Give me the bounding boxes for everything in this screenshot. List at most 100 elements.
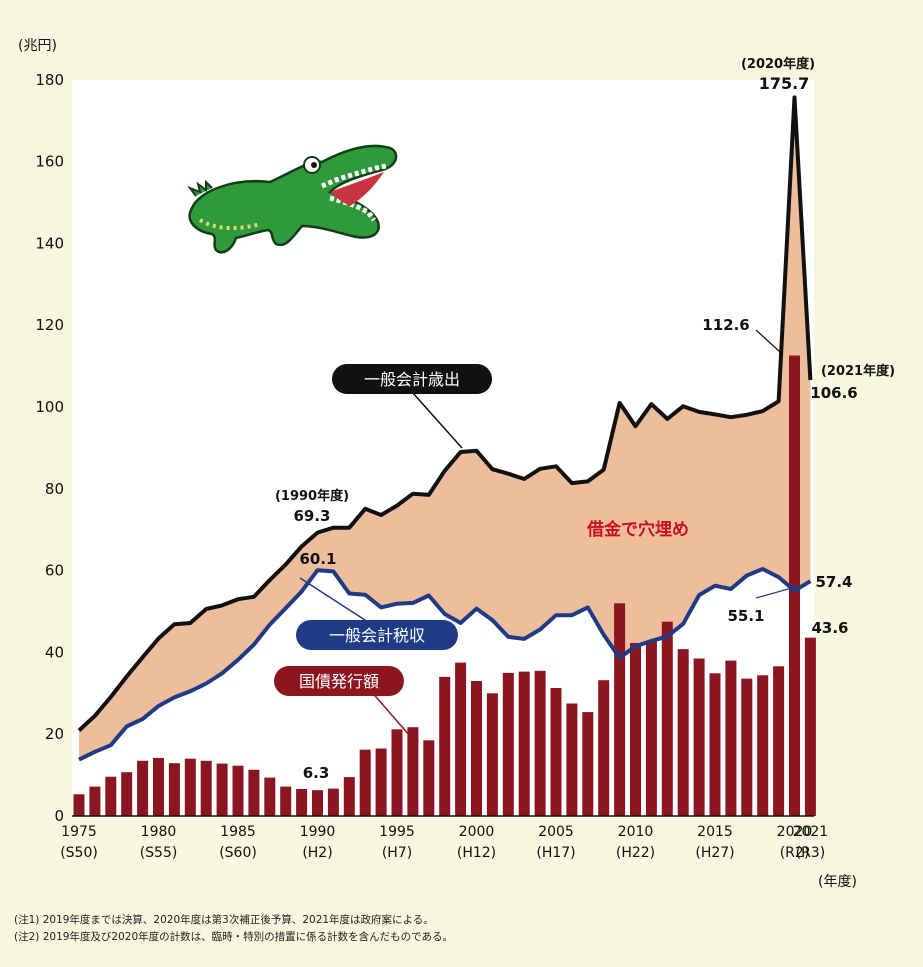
bond-bar [73,794,85,816]
bond-bar [343,777,355,816]
spending-label: 一般会計歳出 [332,364,492,449]
x-tick-label: (R2) [780,845,810,861]
x-tick-label: 1980 [141,824,177,840]
svg-text:国債発行額: 国債発行額 [299,672,379,691]
annotation-2020-bond-leader [755,329,781,353]
y-tick-label: 100 [35,398,64,416]
annotation-1990-bond: 6.3 [303,764,330,782]
bond-bar [677,649,689,816]
x-tick-label: (R3) [796,845,826,861]
x-tick-label: (S50) [60,845,98,861]
bond-bar [518,671,530,816]
y-tick-label: 80 [45,480,64,498]
x-unit-label: (年度) [818,874,857,890]
annotation-2020-tax: 55.1 [727,607,764,625]
annotation-tax-leader [755,583,807,599]
x-tick-label: 1985 [220,824,256,840]
svg-text:一般会計歳出: 一般会計歳出 [364,370,460,389]
x-tick-label: (H27) [695,845,734,861]
bond-bar [455,662,467,816]
bond-bar [200,760,212,816]
annotation-2020-spending: 175.7 [759,74,810,93]
bond-bar [661,621,673,816]
bond-bar [280,786,292,816]
bond-bar [645,640,657,816]
spending-line [77,95,813,732]
gap-label: 借金で穴埋め [586,519,689,540]
bond-bar [137,760,149,816]
bond-bar [216,763,228,816]
bond-bar [89,786,101,816]
annotation-2021-spending: 106.6 [810,384,857,402]
bond-bar [439,676,451,816]
bond-bar [566,703,578,816]
x-tick-label: 1975 [61,824,97,840]
bond-bar [359,749,371,816]
y-tick-label: 160 [35,153,64,171]
footnotes: (注1) 2019年度までは決算、2020年度は第3次補正後予算、2021年度は… [14,912,914,946]
bond-bar [105,776,117,816]
crocodile-illustration [187,144,398,254]
y-tick-label: 120 [35,316,64,334]
y-tick-label: 60 [45,562,64,580]
x-axis: 1975 (S50) 1980 (S55) 1985 (S60) 1990 (H2) 1995 (… [60,824,828,861]
bond-bar [773,666,785,816]
bond-bar [741,678,753,816]
bond-bar [582,712,594,816]
bond-bar [312,790,323,816]
annotation-2021-tax: 57.4 [815,573,852,591]
x-tick-label: 2015 [697,824,733,840]
y-tick-label: 140 [35,234,64,252]
bond-bar [534,670,546,816]
y-tick-label: 20 [45,725,64,743]
bond-bar [725,660,737,816]
bond-bar [264,777,276,816]
x-tick-label: (H7) [382,845,412,861]
annotation-1990-tax: 60.1 [299,550,336,568]
bond-bar [375,748,387,816]
bonds-label: 国債発行額 [274,666,411,737]
bond-bar [757,675,769,816]
x-tick-label: (H22) [616,845,655,861]
tax-revenue-line [78,567,812,762]
bond-bar [423,740,435,816]
footnote-1: (注1) 2019年度までは決算、2020年度は第3次補正後予算、2021年度は… [14,914,434,926]
y-axis: 0 20 40 60 80 100 120 140 160 180 [35,71,64,825]
bond-bar [153,757,164,816]
x-tick-label: 2021 [793,824,829,840]
x-tick-label: 2010 [618,824,654,840]
x-tick-label: (S60) [219,845,257,861]
x-tick-label: 1995 [379,824,415,840]
bond-bar [804,637,816,816]
footnote-2: (注2) 2019年度及び2020年度の計数は、臨時・特別の措置に係る計数を含ん… [14,931,454,943]
bond-bar [121,772,133,816]
bond-bar [598,680,610,816]
bond-bar [248,769,260,816]
annotation-2020-year: (2020年度) [741,56,815,72]
bond-bar [296,789,308,816]
annotation-1990-spending: 69.3 [293,507,330,525]
bond-bar [709,673,721,816]
bond-bar [693,658,705,816]
bond-bar [184,758,196,816]
bond-bar [391,729,403,816]
x-tick-label: 2005 [538,824,574,840]
x-tick-label: (H12) [457,845,496,861]
y-tick-label: 40 [45,643,64,661]
svg-text:一般会計税収: 一般会計税収 [329,626,425,645]
x-tick-label: 2020 [777,824,813,840]
bond-bar [630,643,641,816]
bond-bar [232,765,244,816]
annotation-2021-year: (2021年度) [821,363,895,379]
annotation-1990-year: (1990年度) [275,488,349,504]
bond-bar [789,355,800,816]
x-tick-label: 1990 [300,824,336,840]
bond-bar [614,603,626,816]
bond-bar [168,763,180,816]
bond-bar [407,727,419,816]
y-tick-label: 180 [35,71,64,89]
annotation-2021-bond: 43.6 [811,619,848,637]
x-tick-label: (H2) [302,845,332,861]
annotation-2020-bond: 112.6 [702,316,749,334]
